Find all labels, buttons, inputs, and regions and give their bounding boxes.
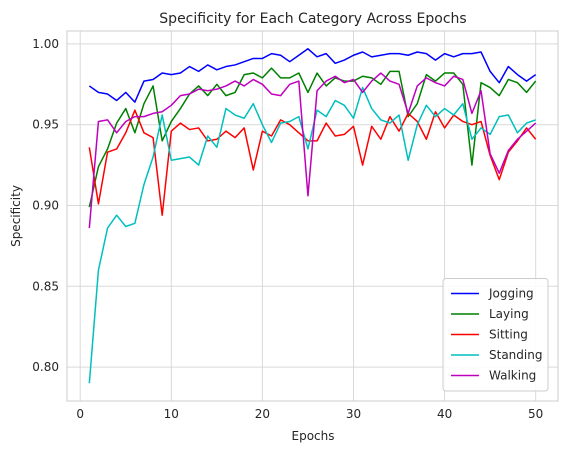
- x-axis-label: Epochs: [292, 429, 335, 443]
- series-lines: [88, 48, 537, 384]
- plot-frame: [66, 30, 559, 402]
- legend-label-laying: Laying: [489, 307, 529, 321]
- x-tick-label: 20: [255, 407, 270, 421]
- legend-label-walking: Walking: [489, 369, 536, 383]
- x-tick-label: 40: [437, 407, 452, 421]
- legend-label-jogging: Jogging: [488, 287, 534, 301]
- legend: Jogging Laying Sitting Standing Walking: [442, 278, 549, 392]
- legend-box: [442, 278, 549, 392]
- y-tick-label: 1.00: [32, 37, 59, 51]
- chart-title: Specificity for Each Category Across Epo…: [159, 11, 466, 27]
- y-tick-label: 0.95: [32, 118, 59, 132]
- series-line-laying: [88, 67, 537, 208]
- y-axis-label: Specificity: [9, 185, 23, 247]
- y-tick-label: 0.80: [32, 360, 59, 374]
- y-axis-ticks: 0.80 0.85 0.90 0.95 1.00: [32, 37, 59, 374]
- legend-label-sitting: Sitting: [489, 328, 528, 342]
- y-tick-label: 0.85: [32, 279, 59, 293]
- series-line-jogging: [88, 48, 537, 103]
- series-line-standing: [88, 86, 536, 384]
- x-tick-label: 10: [164, 407, 179, 421]
- series-line-walking: [88, 72, 537, 229]
- x-tick-label: 50: [528, 407, 543, 421]
- x-tick-label: 30: [346, 407, 361, 421]
- y-tick-label: 0.90: [32, 198, 59, 212]
- x-axis-ticks: 0 10 20 30 40 50: [76, 407, 543, 421]
- legend-label-standing: Standing: [489, 348, 542, 362]
- x-tick-label: 0: [76, 407, 84, 421]
